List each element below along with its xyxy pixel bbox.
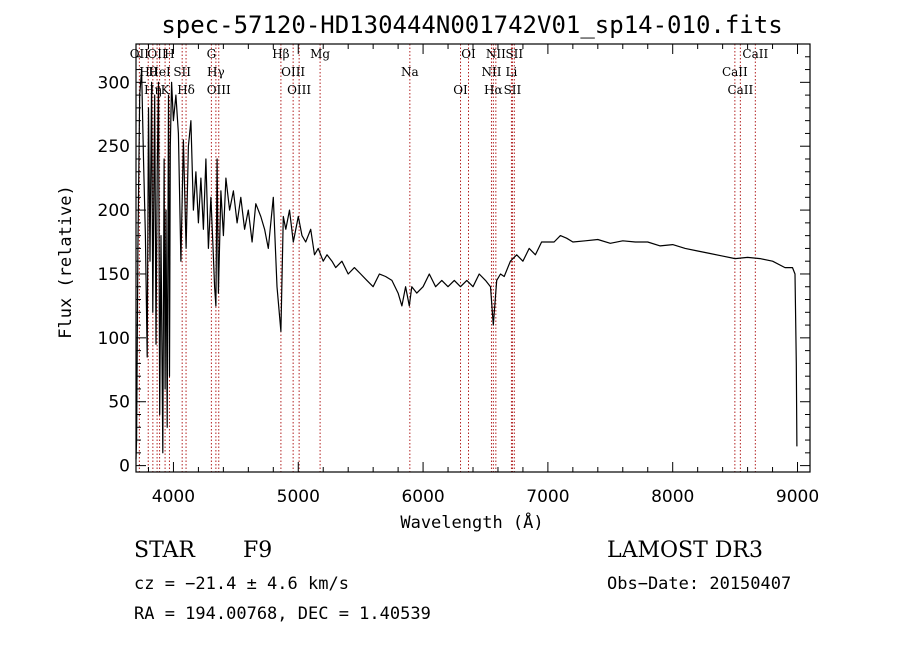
obs-date: Obs−Date: 20150407 bbox=[607, 574, 792, 594]
coordinates: RA = 194.00768, DEC = 1.40539 bbox=[134, 604, 431, 624]
y-tick-label: 250 bbox=[98, 137, 130, 157]
chart-title: spec-57120-HD130444N001742V01_sp14-010.f… bbox=[161, 11, 782, 39]
spectral-line-label: OIII bbox=[287, 83, 311, 97]
survey-name: LAMOST DR3 bbox=[607, 538, 763, 563]
spectral-line-label: OII bbox=[130, 47, 150, 61]
spectral-line-label: HeI bbox=[148, 65, 171, 79]
spectral-line-label: Hη bbox=[144, 83, 162, 97]
x-tick-label: 7000 bbox=[526, 487, 569, 507]
spectral-line-label: Na bbox=[401, 65, 419, 79]
y-tick-label: 150 bbox=[98, 265, 130, 285]
spectral-line-label: K bbox=[161, 83, 171, 97]
spectral-line-label: OI bbox=[461, 47, 476, 61]
spectral-line-label: SII bbox=[504, 83, 522, 97]
x-tick-label: 8000 bbox=[651, 487, 694, 507]
spectral-line-label: OI bbox=[453, 83, 468, 97]
spectral-line-label: Hθ bbox=[139, 65, 157, 79]
spectral-line-label: SII bbox=[173, 65, 191, 79]
plot-frame bbox=[135, 43, 811, 473]
spectral-line-label: OIII bbox=[207, 83, 231, 97]
spectral-line-label: Hβ bbox=[272, 47, 289, 61]
spectral-line-labels: OII Hθ Hη OII HeI K H SII Hδ G Hγ OIII Hβ OIII OIII Mg N… bbox=[130, 47, 769, 97]
y-axis-ticks: 0 50 100 150 200 250 300 bbox=[98, 56, 810, 477]
x-tick-label: 6000 bbox=[401, 487, 444, 507]
spectral-line-label: CaII bbox=[742, 47, 768, 61]
y-axis-label: Flux (relative) bbox=[56, 185, 76, 339]
object-subclass: F9 bbox=[243, 538, 273, 563]
object-type: STAR bbox=[134, 538, 195, 563]
x-tick-label: 9000 bbox=[776, 487, 819, 507]
y-tick-label: 100 bbox=[98, 329, 130, 349]
x-axis-label: Wavelength (Å) bbox=[400, 511, 543, 533]
spectral-lines-layer bbox=[138, 44, 756, 472]
spectral-line-label: H bbox=[164, 47, 174, 61]
spectral-line-label: SII bbox=[505, 47, 523, 61]
x-axis-ticks: 4000 5000 6000 7000 8000 9000 bbox=[147, 44, 819, 507]
spectral-line-label: CaII bbox=[727, 83, 753, 97]
x-tick-label: 5000 bbox=[277, 487, 320, 507]
x-tick-label: 4000 bbox=[152, 487, 195, 507]
spectral-line-label: OIII bbox=[281, 65, 305, 79]
spectral-line-label: Hδ bbox=[177, 83, 195, 97]
y-tick-label: 300 bbox=[98, 73, 130, 93]
spectral-line-label: NII bbox=[481, 65, 501, 79]
spectral-line-label: Hγ bbox=[207, 65, 225, 79]
redshift-text: cz = −21.4 ± 4.6 km/s bbox=[134, 574, 349, 594]
spectral-line-label: NII bbox=[486, 47, 506, 61]
spectral-line-label: Hα bbox=[484, 83, 503, 97]
spectral-line-label: OII bbox=[147, 47, 167, 61]
spectral-line-label: Mg bbox=[310, 47, 330, 61]
spectrum-line bbox=[135, 69, 798, 460]
spectral-line-label: Li bbox=[506, 65, 518, 79]
y-tick-label: 50 bbox=[108, 393, 130, 413]
y-tick-label: 0 bbox=[119, 457, 130, 477]
spectral-line-label: G bbox=[207, 47, 217, 61]
spectral-line-label: CaII bbox=[722, 65, 748, 79]
y-tick-label: 200 bbox=[98, 201, 130, 221]
